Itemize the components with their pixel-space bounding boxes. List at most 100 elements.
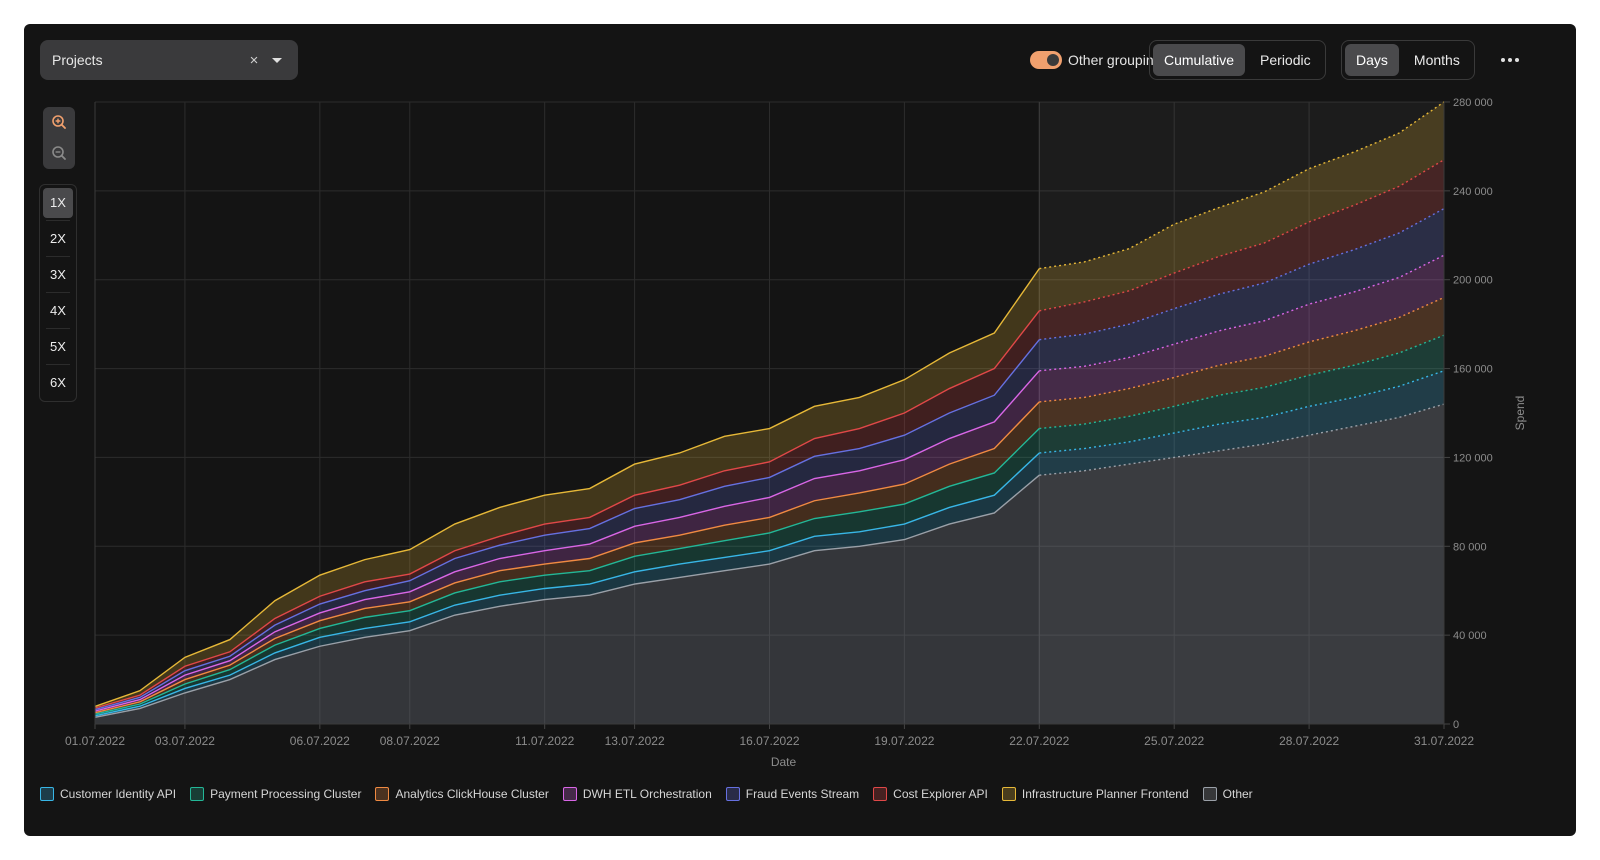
divider <box>46 256 70 257</box>
more-options-icon[interactable] <box>1496 48 1524 72</box>
legend-swatch <box>40 787 54 801</box>
zoom-multiplier-3x[interactable]: 3X <box>50 267 66 282</box>
x-tick-label: 06.07.2022 <box>290 734 350 748</box>
y-tick-label: 200 000 <box>1453 275 1493 287</box>
legend-label: Analytics ClickHouse Cluster <box>395 787 549 801</box>
mode-option-periodic[interactable]: Periodic <box>1260 52 1311 68</box>
divider <box>46 364 70 365</box>
legend-swatch <box>1001 787 1016 801</box>
x-tick-label: 01.07.2022 <box>65 734 125 748</box>
other-grouping-toggle[interactable]: Other grouping <box>1030 48 1161 72</box>
legend-label: Other <box>1222 787 1253 801</box>
legend-swatch <box>725 787 740 801</box>
legend-label: Cost Explorer API <box>893 787 988 801</box>
forecast-line-analytics-clickhouse-cluster <box>1039 296 1445 403</box>
zoom-multiplier-2x[interactable]: 2X <box>50 231 66 246</box>
forecast-line-payment-processing-cluster <box>1039 334 1445 430</box>
series-line-other <box>94 474 1040 719</box>
x-tick-label: 25.07.2022 <box>1144 734 1204 748</box>
forecast-line-cost-explorer-api <box>1039 159 1445 312</box>
y-tick-label: 280 000 <box>1453 97 1493 109</box>
legend-label: Customer Identity API <box>60 787 177 801</box>
divider <box>46 292 70 293</box>
y-tick-label: 40 000 <box>1453 630 1487 642</box>
y-tick-label: 240 000 <box>1453 186 1493 198</box>
series-line-analytics-clickhouse-cluster <box>94 401 1040 714</box>
legend-label: Fraud Events Stream <box>745 787 860 801</box>
zoom-multiplier-1x[interactable]: 1X <box>43 188 73 218</box>
stacked-area-chart[interactable]: 0 40 000 80 000 120 000 160 000 200 000 240 00… <box>24 24 1576 774</box>
forecast-line-other <box>1039 403 1445 476</box>
legend-swatch <box>190 787 205 801</box>
clear-icon[interactable]: × <box>249 51 259 69</box>
legend-item[interactable]: Other <box>1202 787 1253 801</box>
forecast-line-customer-identity-api <box>1039 370 1445 454</box>
zoom-multiplier-5x[interactable]: 5X <box>50 339 66 354</box>
series-line-dwh-etl-orchestration <box>94 370 1040 712</box>
period-option-days[interactable]: Days <box>1345 44 1399 76</box>
area-fraud-events-stream[interactable] <box>95 208 1444 712</box>
x-tick-label: 19.07.2022 <box>874 734 934 748</box>
chart-legend: Customer Identity API Payment Processing … <box>40 786 1253 802</box>
x-tick-label: 28.07.2022 <box>1279 734 1339 748</box>
legend-swatch <box>1202 787 1217 801</box>
legend-swatch <box>873 787 888 801</box>
legend-item[interactable]: Fraud Events Stream <box>725 787 860 801</box>
x-tick-label: 11.07.2022 <box>515 734 574 748</box>
zoom-controls <box>43 107 75 169</box>
mode-option-cumulative[interactable]: Cumulative <box>1153 44 1246 76</box>
divider <box>46 328 70 329</box>
y-tick-label: 160 000 <box>1453 364 1493 376</box>
area-analytics-clickhouse-cluster[interactable] <box>95 297 1444 715</box>
legend-item[interactable]: Infrastructure Planner Frontend <box>1001 787 1189 801</box>
series-line-infrastructure-planner-frontend <box>94 268 1040 708</box>
zoom-in-icon[interactable] <box>43 107 75 138</box>
x-axis-title: Date <box>771 755 797 769</box>
x-tick-label: 16.07.2022 <box>739 734 799 748</box>
series-line-fraud-events-stream <box>94 339 1040 711</box>
projects-selector[interactable]: Projects × <box>40 40 298 80</box>
x-tick-label: 13.07.2022 <box>605 734 665 748</box>
legend-item[interactable]: Analytics ClickHouse Cluster <box>375 787 549 801</box>
area-infrastructure-planner-frontend[interactable] <box>95 102 1444 709</box>
legend-label: Payment Processing Cluster <box>210 787 362 801</box>
x-tick-label: 22.07.2022 <box>1009 734 1069 748</box>
legend-label: Infrastructure Planner Frontend <box>1021 787 1189 801</box>
y-axis-title: Spend <box>1513 396 1527 431</box>
mode-segmented-control: Cumulative Periodic <box>1149 40 1326 80</box>
series-line-cost-explorer-api <box>94 310 1040 709</box>
y-tick-label: 80 000 <box>1453 541 1487 553</box>
toggle-knob <box>1047 54 1059 66</box>
divider <box>46 220 70 221</box>
zoom-multiplier-6x[interactable]: 6X <box>50 375 66 390</box>
legend-item[interactable]: DWH ETL Orchestration <box>562 787 712 801</box>
zoom-out-icon[interactable] <box>43 138 75 169</box>
toggle-label: Other grouping <box>1068 52 1162 68</box>
chevron-down-icon[interactable] <box>272 57 282 63</box>
forecast-line-infrastructure-planner-frontend <box>1039 101 1445 270</box>
x-tick-label: 03.07.2022 <box>155 734 215 748</box>
projects-selector-label: Projects <box>52 52 103 68</box>
legend-swatch <box>375 787 390 801</box>
zoom-multiplier-group: 1X 2X 3X 4X 5X 6X <box>39 184 77 402</box>
series-line-payment-processing-cluster <box>94 428 1040 715</box>
area-dwh-etl-orchestration[interactable] <box>95 255 1444 713</box>
legend-item[interactable]: Customer Identity API <box>40 787 176 801</box>
legend-label: DWH ETL Orchestration <box>582 787 712 801</box>
y-tick-label: 120 000 <box>1453 452 1493 464</box>
x-tick-label: 08.07.2022 <box>380 734 440 748</box>
toggle-switch[interactable] <box>1030 51 1062 69</box>
area-cost-explorer-api[interactable] <box>95 159 1444 710</box>
x-tick-label: 31.07.2022 <box>1414 734 1474 748</box>
legend-item[interactable]: Payment Processing Cluster <box>190 787 361 801</box>
area-payment-processing-cluster[interactable] <box>95 335 1444 716</box>
period-option-months[interactable]: Months <box>1413 52 1460 68</box>
zoom-multiplier-4x[interactable]: 4X <box>50 303 66 318</box>
legend-item[interactable]: Cost Explorer API <box>873 787 988 801</box>
legend-swatch <box>562 787 577 801</box>
area-customer-identity-api[interactable] <box>95 370 1444 718</box>
y-tick-label: 0 <box>1453 719 1459 731</box>
cost-chart-panel: Projects × Other grouping Cumulative Per… <box>24 24 1576 836</box>
period-segmented-control: Days Months <box>1341 40 1475 80</box>
series-line-customer-identity-api <box>94 452 1040 717</box>
